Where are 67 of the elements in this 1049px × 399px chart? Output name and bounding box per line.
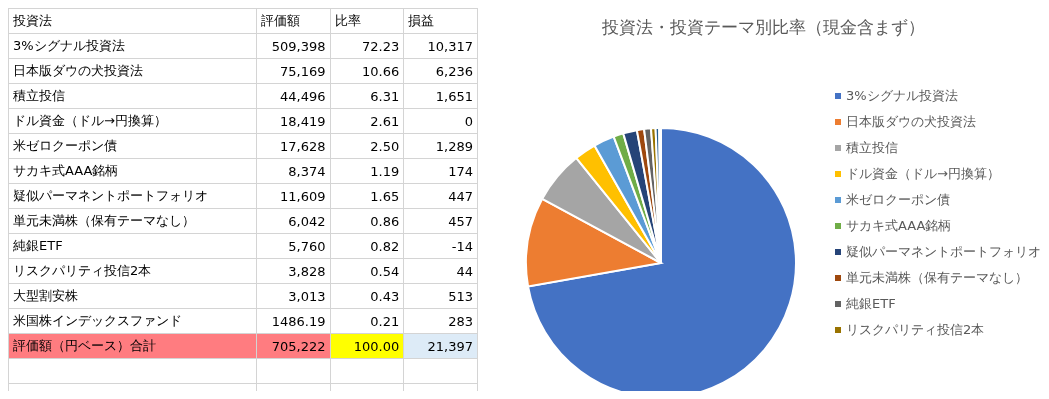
- legend-label: リスクパリティ投信2本: [846, 321, 985, 339]
- series-label: 損益: [403, 8, 478, 34]
- data-label: 3,828: [256, 258, 331, 284]
- data-label: 513: [403, 283, 478, 309]
- category-label: 評価額（円ベース）合計: [8, 333, 257, 359]
- legend-label: 積立投信: [846, 139, 898, 157]
- legend-label: ドル資金（ドル→円換算）: [846, 165, 1000, 183]
- data-label: 2.50: [330, 133, 404, 159]
- legend-label: 日本版ダウの犬投資法: [846, 113, 976, 131]
- data-label: 5,760: [256, 233, 331, 259]
- text: 投資法: [8, 8, 257, 34]
- category-label: 米国株インデックスファンド: [8, 308, 257, 334]
- legend-label: 疑似パーマネントポートフォリオ: [846, 243, 1041, 261]
- category-label: 純銀ETF: [8, 233, 257, 259]
- data-label: 1486.19: [256, 308, 331, 334]
- data-label: 6.31: [330, 83, 404, 109]
- legend-label: 純銀ETF: [846, 295, 896, 313]
- data-label: 10.66: [330, 58, 404, 84]
- category-label: 積立投信: [8, 83, 257, 109]
- series-label: 比率: [330, 8, 404, 34]
- data-label: 44,496: [256, 83, 331, 109]
- data-label: 174: [403, 158, 478, 184]
- data-label: 8,374: [256, 158, 331, 184]
- data-label: -14: [403, 233, 478, 259]
- data-label: 3,013: [256, 283, 331, 309]
- data-label: 0.82: [330, 233, 404, 259]
- data-label: 447: [403, 183, 478, 209]
- data-label: 75,169: [256, 58, 331, 84]
- legend-label: 単元未満株（保有テーマなし）: [846, 269, 1028, 287]
- data-label: 0.54: [330, 258, 404, 284]
- data-label: 6,042: [256, 208, 331, 234]
- data-label: 1.65: [330, 183, 404, 209]
- data-label: 1,289: [403, 133, 478, 159]
- category-label: リスクパリティ投信2本: [8, 258, 257, 284]
- data-label: 100.00: [330, 333, 404, 359]
- data-label: 17,628: [256, 133, 331, 159]
- category-label: 大型割安株: [8, 283, 257, 309]
- data-label: 457: [403, 208, 478, 234]
- series-label: 評価額: [256, 8, 331, 34]
- data-label: 1,651: [403, 83, 478, 109]
- legend-label: 米ゼロクーポン債: [846, 191, 950, 209]
- data-label: 1.19: [330, 158, 404, 184]
- legend-label: サカキ式AAA銘柄: [846, 217, 952, 235]
- category-label: 日本版ダウの犬投資法: [8, 58, 257, 84]
- data-label: 283: [403, 308, 478, 334]
- data-label: 44: [403, 258, 478, 284]
- data-label: 21,397: [403, 333, 478, 359]
- data-label: 11,609: [256, 183, 331, 209]
- category-label: ドル資金（ドル→円換算）: [8, 108, 257, 134]
- chart-title: 投資法・投資テーマ別比率（現金含まず）: [601, 16, 926, 39]
- category-label: 3%シグナル投資法: [8, 33, 257, 59]
- data-label: 0.43: [330, 283, 404, 309]
- data-label: 0.86: [330, 208, 404, 234]
- data-label: 2.61: [330, 108, 404, 134]
- data-label: 705,222: [256, 333, 331, 359]
- category-label: 単元未満株（保有テーマなし）: [8, 208, 257, 234]
- category-label: 疑似パーマネントポートフォリオ: [8, 183, 257, 209]
- data-label: 18,419: [256, 108, 331, 134]
- data-label: 10,317: [403, 33, 478, 59]
- data-label: 6,236: [403, 58, 478, 84]
- data-label: 509,398: [256, 33, 331, 59]
- category-label: サカキ式AAA銘柄: [8, 158, 257, 184]
- data-label: 0.21: [330, 308, 404, 334]
- category-label: 米ゼロクーポン債: [8, 133, 257, 159]
- data-label: 72.23: [330, 33, 404, 59]
- legend-label: 3%シグナル投資法: [846, 87, 958, 105]
- data-label: 0: [403, 108, 478, 134]
